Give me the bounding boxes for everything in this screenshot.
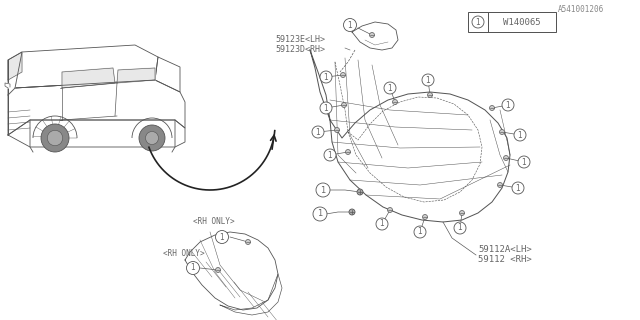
- Circle shape: [324, 149, 336, 161]
- Circle shape: [369, 33, 374, 37]
- Polygon shape: [117, 68, 155, 83]
- Text: 1: 1: [388, 84, 392, 92]
- Text: <RH ONLY>: <RH ONLY>: [193, 217, 235, 226]
- Text: 59112 <RH>: 59112 <RH>: [478, 255, 532, 264]
- Circle shape: [472, 16, 484, 28]
- Circle shape: [47, 130, 63, 146]
- Circle shape: [392, 100, 397, 105]
- Circle shape: [414, 226, 426, 238]
- Text: A541001206: A541001206: [558, 5, 604, 14]
- Circle shape: [454, 222, 466, 234]
- Text: 1: 1: [458, 223, 462, 233]
- Text: 1: 1: [522, 157, 526, 166]
- Circle shape: [422, 74, 434, 86]
- Text: 1: 1: [321, 186, 326, 195]
- Text: 59123E<LH>: 59123E<LH>: [275, 35, 325, 44]
- Text: 1: 1: [324, 73, 328, 82]
- Circle shape: [497, 182, 502, 188]
- Text: 1: 1: [324, 103, 328, 113]
- Circle shape: [357, 189, 363, 195]
- Text: 1: 1: [348, 20, 353, 29]
- Circle shape: [502, 99, 514, 111]
- Circle shape: [186, 261, 200, 275]
- Text: 1: 1: [316, 127, 321, 137]
- Circle shape: [320, 102, 332, 114]
- Circle shape: [344, 19, 356, 31]
- Polygon shape: [15, 45, 158, 88]
- Text: <RH ONLY>: <RH ONLY>: [163, 249, 205, 258]
- Circle shape: [460, 211, 465, 215]
- Circle shape: [499, 130, 504, 134]
- Circle shape: [490, 106, 495, 110]
- Text: 1: 1: [418, 228, 422, 236]
- Polygon shape: [62, 68, 115, 88]
- Polygon shape: [8, 52, 22, 95]
- Polygon shape: [220, 274, 282, 315]
- Circle shape: [41, 124, 69, 152]
- Polygon shape: [352, 22, 398, 50]
- Text: 1: 1: [317, 210, 323, 219]
- Polygon shape: [310, 50, 510, 222]
- Text: 1: 1: [328, 150, 332, 159]
- Text: 59123D<RH>: 59123D<RH>: [275, 45, 325, 54]
- Circle shape: [340, 73, 346, 77]
- Circle shape: [145, 132, 159, 145]
- Polygon shape: [155, 57, 180, 92]
- Circle shape: [422, 214, 428, 220]
- Text: 1: 1: [516, 183, 520, 193]
- Text: 1: 1: [220, 233, 225, 242]
- Circle shape: [316, 183, 330, 197]
- Circle shape: [349, 209, 355, 215]
- Circle shape: [376, 218, 388, 230]
- Circle shape: [335, 127, 339, 132]
- Circle shape: [514, 129, 526, 141]
- Circle shape: [216, 268, 221, 273]
- Circle shape: [518, 156, 530, 168]
- Polygon shape: [8, 52, 22, 80]
- Text: 1: 1: [476, 18, 481, 27]
- Text: W140065: W140065: [503, 18, 541, 27]
- Text: 1: 1: [380, 220, 385, 228]
- Circle shape: [346, 149, 351, 155]
- Circle shape: [139, 125, 165, 151]
- Circle shape: [342, 102, 346, 108]
- Circle shape: [428, 92, 433, 98]
- Polygon shape: [5, 83, 10, 88]
- Polygon shape: [8, 120, 185, 147]
- Text: 59112A<LH>: 59112A<LH>: [478, 245, 532, 254]
- Text: 1: 1: [191, 263, 195, 273]
- Circle shape: [312, 126, 324, 138]
- Circle shape: [246, 239, 250, 244]
- Circle shape: [320, 71, 332, 83]
- Circle shape: [216, 230, 228, 244]
- Circle shape: [313, 207, 327, 221]
- Polygon shape: [185, 232, 278, 310]
- Text: 1: 1: [506, 100, 510, 109]
- Circle shape: [512, 182, 524, 194]
- Circle shape: [384, 82, 396, 94]
- Circle shape: [387, 207, 392, 212]
- Text: 1: 1: [426, 76, 430, 84]
- Text: 1: 1: [518, 131, 522, 140]
- Polygon shape: [8, 80, 185, 135]
- Circle shape: [504, 156, 509, 161]
